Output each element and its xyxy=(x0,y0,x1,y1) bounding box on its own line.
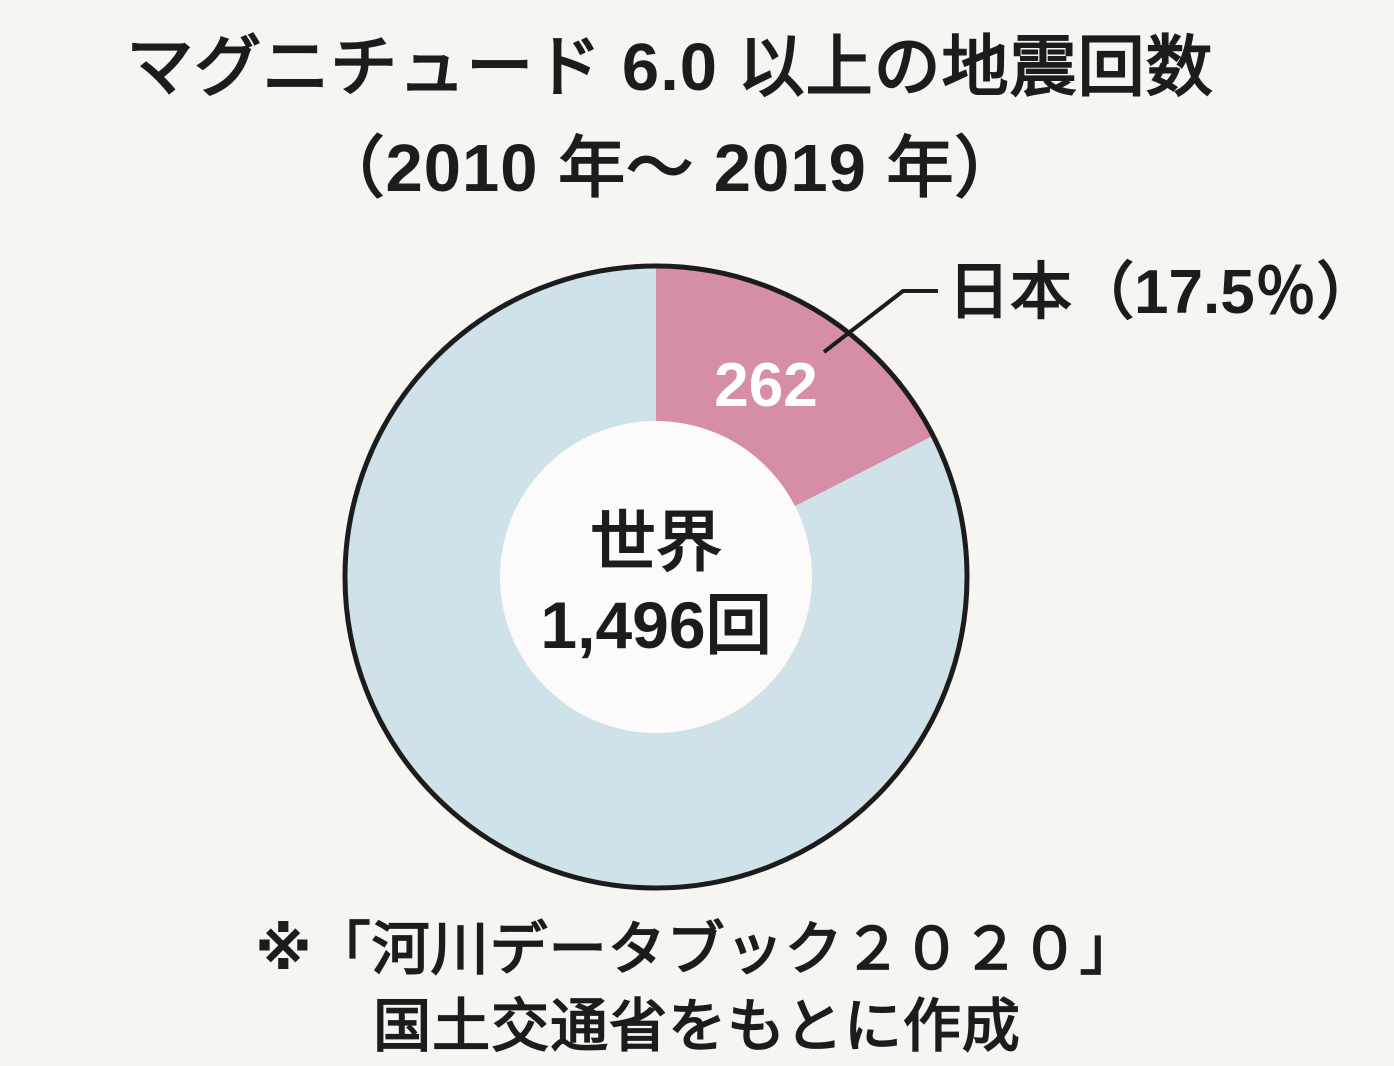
japan-callout-label: 日本（17.5％） xyxy=(948,257,1379,327)
donut-outline xyxy=(342,263,970,891)
source-note-line2: 国土交通省をもとに作成 xyxy=(373,993,1021,1059)
chart-title-line1: マグニチュード 6.0 以上の地震回数 xyxy=(126,30,1214,105)
donut-hole xyxy=(500,421,812,733)
center-label-total: 1,496回 xyxy=(540,588,771,662)
center-label-world: 世界 xyxy=(590,505,722,579)
source-note-line1: ※「河川データブック２０２０」 xyxy=(255,917,1139,982)
callout-line xyxy=(822,289,938,354)
japan-slice-value-label: 262 xyxy=(714,351,817,420)
chart-title: マグニチュード 6.0 以上の地震回数 （2010 年～ 2019 年） xyxy=(0,18,1340,219)
source-note: ※「河川データブック２０２０」 国土交通省をもとに作成 xyxy=(0,912,1394,1065)
chart-title-line2: （2010 年～ 2019 年） xyxy=(317,130,1023,206)
